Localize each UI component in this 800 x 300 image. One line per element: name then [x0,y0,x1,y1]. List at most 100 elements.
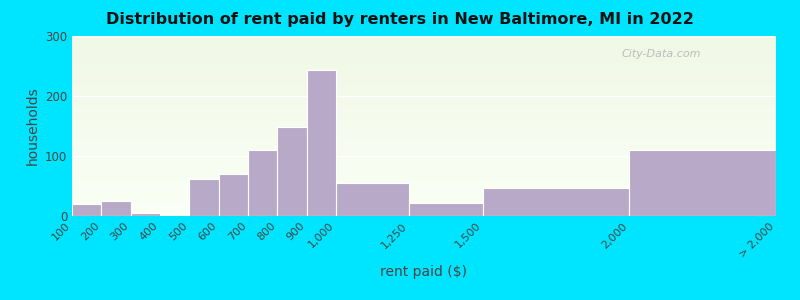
Bar [72,198,776,199]
Bar [72,110,776,111]
Bar [72,183,776,184]
Bar [72,177,776,178]
Bar [72,40,776,41]
Bar [72,50,776,51]
Bar [72,209,776,210]
Bar [72,112,776,113]
Bar [72,172,776,173]
Bar [72,142,776,143]
Bar [72,106,776,107]
Bar [72,212,776,213]
Bar [72,107,776,108]
Bar [72,102,776,103]
Bar [72,116,776,117]
Bar [72,169,776,170]
Bar [72,70,776,71]
Bar [72,130,776,131]
Y-axis label: households: households [26,87,39,165]
Bar [72,188,776,189]
Bar [72,53,776,54]
Bar [72,184,776,185]
Bar [72,119,776,120]
Bar [72,73,776,74]
Bar [72,149,776,150]
Bar [72,215,776,216]
Bar [72,55,776,56]
Bar [72,52,776,53]
Bar [72,171,776,172]
Bar [72,120,776,121]
Bar [72,163,776,164]
Bar [72,166,776,167]
Bar [72,136,776,137]
Bar [72,187,776,188]
Bar [72,192,776,193]
Bar [72,191,776,192]
Bar [72,128,776,129]
Bar [72,46,776,47]
Bar [72,214,776,215]
Bar [72,202,776,203]
Bar [72,156,776,157]
Bar [72,195,776,196]
Bar [72,76,776,77]
Bar [72,132,776,133]
Bar [306,70,336,216]
Bar [72,158,776,159]
Bar [72,135,776,136]
Bar [72,67,776,68]
Bar [72,155,776,156]
Bar [72,41,776,42]
Bar [72,51,776,52]
Bar [72,79,776,80]
Bar [72,62,776,63]
Bar [72,114,776,115]
Bar [278,127,306,216]
Bar [72,39,776,40]
Bar [72,213,776,214]
Bar [72,47,776,48]
Bar [72,152,776,153]
Bar [72,109,776,110]
Bar [72,71,776,72]
Bar [72,92,776,93]
Bar [410,203,482,216]
Bar [72,90,776,91]
Bar [72,125,776,126]
Bar [72,88,776,89]
Bar [72,63,776,64]
Bar [72,69,776,70]
Bar [72,94,776,95]
Bar [72,54,776,55]
Bar [72,165,776,166]
Bar [72,144,776,145]
Bar [72,211,776,212]
Bar [72,138,776,139]
Bar [72,84,776,85]
Bar [72,38,776,39]
Bar [72,180,776,181]
Bar [72,170,776,171]
Bar [72,93,776,94]
Bar [72,199,776,200]
Bar [72,83,776,84]
Bar [72,108,776,109]
Bar [72,118,776,119]
Bar [72,85,776,86]
Bar [72,117,776,118]
Bar [218,174,248,216]
Bar [72,194,776,195]
Bar [72,139,776,140]
Bar [72,77,776,78]
Bar [72,147,776,148]
Bar [72,113,776,114]
Text: Distribution of rent paid by renters in New Baltimore, MI in 2022: Distribution of rent paid by renters in … [106,12,694,27]
Bar [72,124,776,125]
Bar [190,179,218,216]
Bar [72,60,776,61]
Bar [72,103,776,104]
Bar [72,78,776,79]
Text: City-Data.com: City-Data.com [621,49,701,58]
Bar [72,42,776,43]
Bar [72,145,776,146]
